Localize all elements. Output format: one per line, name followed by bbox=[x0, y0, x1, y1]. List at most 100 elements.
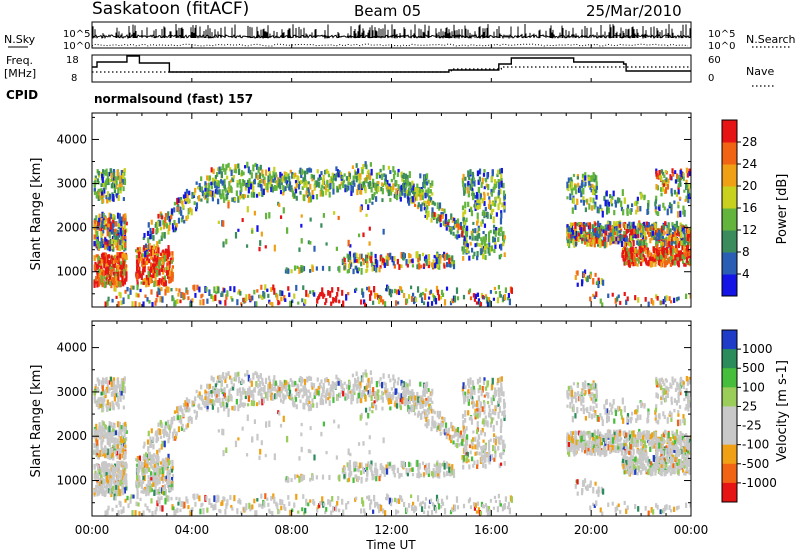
power-cell bbox=[660, 232, 663, 239]
power-cell bbox=[161, 296, 164, 303]
power-cell bbox=[273, 287, 276, 295]
nsky-left-tick-top: 10^5 bbox=[63, 29, 90, 40]
power-cell bbox=[98, 243, 101, 249]
power-cell bbox=[210, 181, 213, 186]
power-cell bbox=[322, 213, 325, 218]
velocity-cell bbox=[210, 394, 214, 398]
power-cell bbox=[419, 264, 423, 269]
power-cell bbox=[102, 230, 105, 234]
power-cell bbox=[240, 302, 243, 306]
power-cell bbox=[364, 186, 367, 194]
velocity-cell bbox=[153, 467, 156, 474]
power-cell bbox=[121, 226, 124, 232]
power-cell bbox=[577, 232, 580, 239]
power-cell bbox=[102, 218, 105, 224]
velocity-cell bbox=[170, 423, 173, 428]
power-cell bbox=[226, 175, 229, 180]
power-cell bbox=[454, 234, 457, 239]
power-cell bbox=[675, 191, 679, 197]
power-cell bbox=[224, 169, 227, 175]
power-cell bbox=[473, 204, 476, 208]
velocity-cell bbox=[236, 388, 239, 392]
velocity-cell bbox=[145, 489, 148, 497]
power-cell bbox=[668, 229, 671, 237]
power-cell bbox=[315, 266, 318, 271]
power-cell bbox=[155, 259, 158, 265]
power-cell bbox=[341, 289, 344, 296]
power-cell bbox=[118, 257, 121, 264]
power-cell bbox=[654, 247, 657, 253]
power-cell bbox=[115, 240, 119, 247]
power-cell bbox=[592, 239, 595, 245]
velocity-cell bbox=[206, 407, 209, 412]
power-cell bbox=[100, 226, 103, 232]
power-cell bbox=[120, 216, 123, 224]
velocity-cell bbox=[116, 453, 119, 460]
power-cell bbox=[628, 248, 631, 252]
power-cell bbox=[665, 260, 669, 266]
power-cell bbox=[482, 230, 485, 235]
power-cell bbox=[597, 239, 600, 245]
power-cell bbox=[387, 285, 390, 292]
power-cell bbox=[655, 237, 658, 242]
velocity-cell bbox=[95, 430, 99, 435]
power-cell bbox=[478, 243, 481, 247]
power-cell bbox=[659, 300, 662, 306]
velocity-cell bbox=[327, 397, 330, 401]
date-title: 25/Mar/2010 bbox=[586, 2, 682, 20]
power-cell bbox=[670, 208, 673, 214]
power-cell bbox=[114, 176, 117, 182]
velocity-cell bbox=[109, 376, 113, 382]
power-cell bbox=[300, 238, 303, 244]
power-cell bbox=[93, 181, 96, 188]
velocity-cell bbox=[150, 483, 154, 488]
power-cell bbox=[600, 207, 603, 212]
power-cell bbox=[423, 184, 426, 189]
velocity-cell bbox=[258, 380, 262, 388]
velocity-cell bbox=[211, 385, 214, 392]
velocity-cell bbox=[100, 440, 103, 447]
power-cell bbox=[298, 267, 301, 274]
power-cell bbox=[113, 232, 116, 238]
power-cell bbox=[665, 295, 668, 301]
power-cell bbox=[168, 270, 172, 277]
power-cell bbox=[467, 201, 470, 208]
power-cell bbox=[576, 282, 579, 287]
power-cell bbox=[321, 265, 325, 271]
power-cell bbox=[93, 255, 96, 259]
power-cell bbox=[595, 234, 598, 241]
power-cell bbox=[325, 168, 328, 174]
power-cell bbox=[140, 281, 143, 285]
power-cell bbox=[217, 286, 220, 294]
power-cell bbox=[122, 214, 125, 219]
velocity-cell bbox=[119, 384, 122, 391]
velocity-cell bbox=[165, 478, 168, 482]
velocity-cell bbox=[162, 428, 165, 434]
velocity-cell bbox=[104, 465, 107, 472]
velocity-cell bbox=[295, 404, 298, 410]
power-cell bbox=[465, 225, 469, 232]
power-cell bbox=[315, 180, 319, 187]
power-cell bbox=[222, 241, 225, 248]
power-cell bbox=[607, 207, 610, 214]
power-cell bbox=[617, 240, 620, 245]
power-cell bbox=[122, 280, 125, 287]
power-cell bbox=[152, 227, 155, 234]
velocity-cell bbox=[120, 469, 123, 477]
velocity-cell bbox=[118, 480, 121, 486]
power-cell bbox=[673, 297, 676, 303]
power-cell bbox=[423, 175, 426, 182]
velocity-cell bbox=[114, 466, 117, 472]
power-cell bbox=[355, 259, 358, 263]
power-cell bbox=[572, 197, 575, 204]
velocity-cell bbox=[220, 387, 223, 393]
power-cell bbox=[595, 190, 598, 194]
velocity-cell bbox=[93, 489, 96, 493]
power-cell bbox=[462, 173, 465, 181]
power-cell bbox=[470, 230, 473, 235]
power-cell bbox=[617, 294, 620, 299]
power-cell bbox=[665, 246, 669, 254]
velocity-cell bbox=[100, 453, 103, 457]
power-cell bbox=[124, 258, 127, 263]
power-cell bbox=[474, 228, 477, 234]
